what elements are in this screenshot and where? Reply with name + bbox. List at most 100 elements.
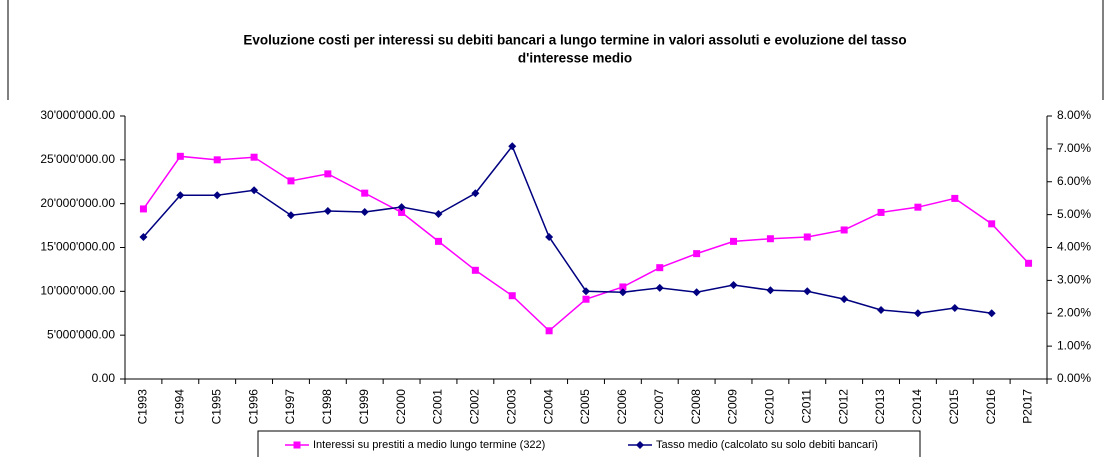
y2-tick-label: 0.00% <box>1057 371 1091 385</box>
marker <box>1025 259 1033 267</box>
x-tick-label: P2017 <box>1021 389 1035 424</box>
legend <box>257 430 921 457</box>
x-tick-label: C2005 <box>578 389 592 425</box>
x-tick-label: C1996 <box>246 389 260 425</box>
marker <box>988 220 996 228</box>
x-tick-label: C1994 <box>172 389 186 425</box>
marker <box>913 309 922 318</box>
marker <box>323 207 332 216</box>
y-tick-label: 20'000'000.00 <box>40 196 115 210</box>
marker <box>951 194 959 202</box>
marker <box>176 191 185 200</box>
marker <box>508 142 517 151</box>
x-tick-label: C2008 <box>689 389 703 425</box>
marker <box>582 287 590 296</box>
marker <box>766 286 775 295</box>
marker <box>877 305 886 314</box>
y-tick-label: 25'000'000.00 <box>40 152 115 166</box>
marker <box>692 288 701 297</box>
marker <box>729 280 738 289</box>
marker <box>434 209 443 218</box>
marker <box>840 226 848 234</box>
marker <box>950 303 959 312</box>
chart-title: Evoluzione costi per interessi su debiti… <box>243 33 906 48</box>
marker <box>655 283 664 292</box>
marker <box>618 288 627 297</box>
marker <box>176 152 184 160</box>
x-tick-label: C2011 <box>799 389 813 424</box>
y2-tick-label: 4.00% <box>1057 240 1091 254</box>
marker <box>361 189 369 197</box>
marker <box>656 264 664 272</box>
legend-label: Interessi su prestiti a medio lungo term… <box>313 439 545 451</box>
y2-tick-label: 2.00% <box>1057 305 1091 319</box>
x-tick-label: C2014 <box>910 389 924 425</box>
marker <box>434 237 442 245</box>
x-tick-label: C2004 <box>541 389 555 425</box>
marker <box>397 203 406 212</box>
x-tick-label: C2012 <box>836 389 850 425</box>
x-tick-label: C2002 <box>468 389 482 425</box>
marker <box>766 235 774 243</box>
y2-tick-label: 1.00% <box>1057 338 1091 352</box>
line <box>142 144 992 315</box>
marker <box>987 309 996 318</box>
y-tick-label: 10'000'000.00 <box>40 284 115 298</box>
x-tick-label: C2006 <box>615 389 629 425</box>
marker <box>730 237 738 245</box>
legend-label: Tasso medio (calcolato su solo debiti ba… <box>656 439 878 451</box>
marker <box>877 208 885 216</box>
x-tick-label: C1993 <box>136 389 150 425</box>
marker <box>803 233 811 241</box>
marker <box>287 177 295 185</box>
x-tick-label: C1997 <box>283 389 297 425</box>
marker <box>545 327 553 335</box>
marker <box>213 191 222 200</box>
y2-tick-label: 7.00% <box>1057 141 1091 155</box>
marker <box>324 170 332 178</box>
y-tick-label: 5'000'000.00 <box>47 327 115 341</box>
marker <box>508 292 516 300</box>
marker <box>582 295 590 303</box>
marker <box>213 156 221 164</box>
marker <box>286 211 295 220</box>
marker <box>139 232 148 241</box>
x-tick-label: C2003 <box>504 389 518 425</box>
y2-tick-label: 5.00% <box>1057 207 1091 221</box>
x-tick-label: C1995 <box>209 389 223 425</box>
line <box>142 155 1030 332</box>
x-tick-label: C2015 <box>947 389 961 425</box>
marker <box>250 186 259 195</box>
marker <box>471 266 479 274</box>
y-tick-label: 0.00 <box>92 371 116 385</box>
x-tick-label: C2013 <box>873 389 887 425</box>
marker <box>840 295 849 304</box>
marker <box>914 203 922 211</box>
x-tick-label: C2007 <box>652 389 666 425</box>
marker <box>693 250 701 258</box>
y-tick-label: 15'000'000.00 <box>40 240 115 254</box>
marker <box>139 205 147 213</box>
y2-tick-label: 3.00% <box>1057 273 1091 287</box>
x-tick-label: C2009 <box>726 389 740 425</box>
marker <box>619 283 627 291</box>
chart-title: d'interesse medio <box>518 51 632 66</box>
marker <box>293 441 301 449</box>
marker <box>636 441 644 449</box>
y2-tick-label: 6.00% <box>1057 174 1091 188</box>
marker <box>250 153 258 161</box>
y2-tick-label: 8.00% <box>1057 108 1091 122</box>
marker <box>471 189 480 198</box>
x-tick-label: C1999 <box>357 389 371 425</box>
marker <box>360 207 369 216</box>
y-tick-label: 30'000'000.00 <box>40 108 115 122</box>
x-tick-label: C2010 <box>763 389 777 425</box>
x-tick-label: C2001 <box>431 389 445 425</box>
x-tick-label: C1998 <box>320 389 334 425</box>
marker <box>545 232 554 241</box>
marker <box>803 287 812 296</box>
x-tick-label: C2000 <box>394 389 408 425</box>
marker <box>398 208 406 216</box>
x-tick-label: C2016 <box>984 389 998 425</box>
